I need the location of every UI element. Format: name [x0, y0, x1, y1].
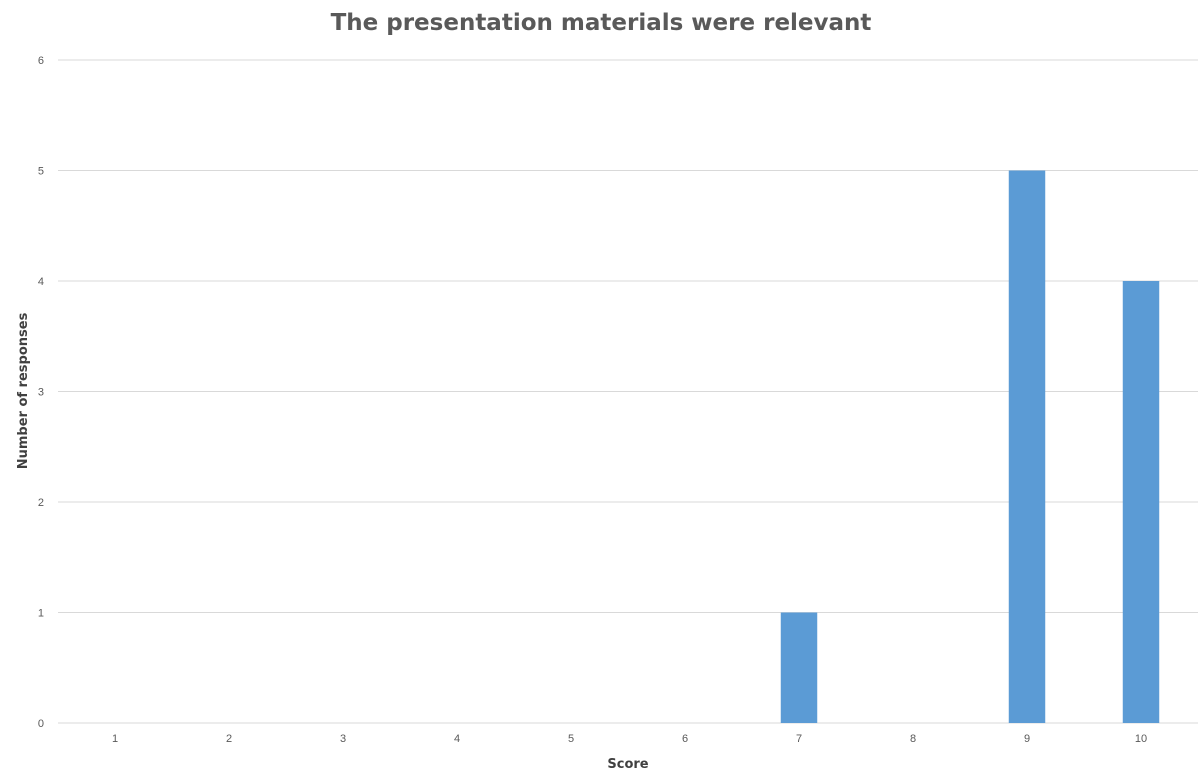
x-tick-label: 7 — [796, 733, 802, 745]
y-tick-label: 0 — [38, 718, 44, 730]
y-tick-label: 2 — [38, 497, 44, 509]
x-tick-label: 8 — [910, 733, 916, 745]
x-tick-label: 9 — [1024, 733, 1030, 745]
x-tick-label: 4 — [454, 733, 460, 745]
x-axis-ticks: 1 2 3 4 5 6 7 8 9 10 — [112, 733, 1147, 745]
chart-title: The presentation materials were relevant — [330, 10, 872, 36]
y-tick-label: 5 — [38, 166, 44, 178]
x-tick-label: 3 — [340, 733, 346, 745]
bars — [780, 170, 1160, 723]
y-tick-label: 6 — [38, 55, 44, 67]
y-axis-title: Number of responses — [16, 312, 31, 469]
x-tick-label: 10 — [1135, 733, 1147, 745]
x-tick-label: 5 — [568, 733, 574, 745]
x-tick-label: 1 — [112, 733, 118, 745]
x-axis-title: Score — [607, 757, 648, 772]
bar-score-10 — [1122, 281, 1160, 723]
y-tick-label: 4 — [38, 276, 44, 288]
y-tick-label: 1 — [38, 608, 44, 620]
grid-lines — [58, 59, 1198, 724]
bar-score-9 — [1008, 170, 1046, 723]
y-axis-ticks: 0 1 2 3 4 5 6 — [38, 55, 44, 730]
x-tick-label: 6 — [682, 733, 688, 745]
x-tick-label: 2 — [226, 733, 232, 745]
y-tick-label: 3 — [38, 387, 44, 399]
bar-score-7 — [780, 612, 818, 723]
